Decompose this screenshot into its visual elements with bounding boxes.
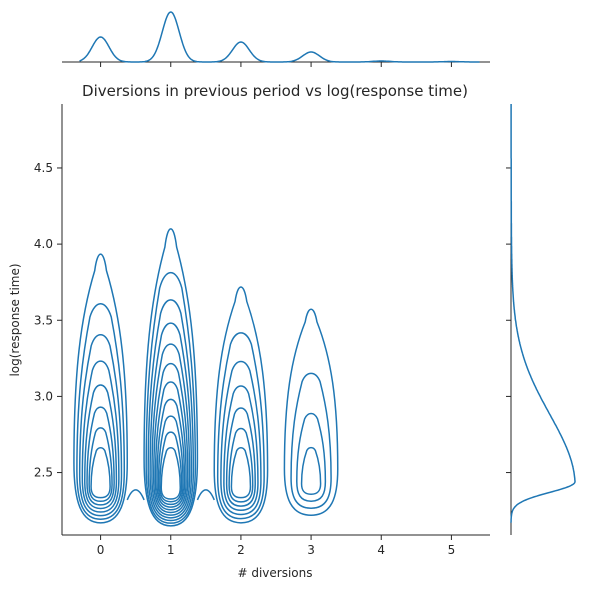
x-tick-label: 4: [377, 543, 385, 557]
contour-cluster-1: [143, 228, 199, 527]
x-tick-label: 1: [167, 543, 175, 557]
main-contour-plot: 0 1 2 3 4 5 2.5 3.0 3.5 4.0 4.5: [34, 104, 490, 557]
contour-level: [84, 384, 118, 510]
contour-level: [143, 228, 199, 527]
contour-cluster-3: [283, 308, 339, 516]
x-tick-label: 5: [448, 543, 456, 557]
contour-level: [151, 343, 191, 516]
contour-level: [76, 303, 126, 520]
contour-level: [88, 427, 113, 503]
contour-level: [159, 431, 183, 503]
contour-level: [283, 308, 339, 516]
contour-level: [73, 253, 129, 524]
contour-bridge: [196, 489, 215, 501]
x-axis-label: # diversions: [237, 566, 312, 580]
chart-title: Diversions in previous period vs log(res…: [82, 82, 468, 100]
contour-level: [149, 322, 193, 519]
contour-level: [78, 334, 123, 517]
contour-level: [81, 360, 120, 513]
y-tick-label: 4.5: [34, 161, 53, 175]
y-tick-label: 4.0: [34, 237, 53, 251]
contour-level: [300, 446, 322, 496]
contour-level: [156, 398, 186, 508]
top-marginal-plot: [62, 11, 490, 67]
contour-level: [152, 362, 189, 514]
contour-level: [147, 299, 195, 522]
contour-level: [220, 360, 262, 516]
contour-level: [90, 446, 111, 499]
contour-level: [296, 412, 327, 502]
y-tick-label: 3.0: [34, 389, 53, 403]
contour-level: [86, 406, 115, 506]
contour-level: [223, 385, 259, 512]
y-axis-label: log(response time): [8, 263, 22, 376]
contour-level: [213, 286, 269, 524]
right-marginal-plot: [506, 104, 576, 535]
contour-level: [154, 381, 187, 511]
x-tick-label: 2: [237, 543, 245, 557]
y-tick-label: 3.5: [34, 313, 53, 327]
contour-level: [145, 271, 197, 524]
contour-level: [216, 332, 265, 520]
right-marginal-density-line: [510, 104, 576, 523]
contour-bridge: [126, 489, 145, 501]
top-marginal-density-line: [79, 11, 480, 63]
x-tick-label: 3: [307, 543, 315, 557]
contour-level: [230, 446, 252, 499]
contour-cluster-0: [73, 253, 129, 524]
contour-level: [228, 427, 254, 503]
y-tick-label: 2.5: [34, 466, 53, 480]
contour-level: [290, 372, 332, 509]
contour-level: [225, 407, 256, 507]
contour-cluster-2: [213, 286, 269, 524]
contour-level: [160, 446, 182, 500]
x-tick-label: 0: [97, 543, 105, 557]
contour-level: [157, 415, 184, 506]
